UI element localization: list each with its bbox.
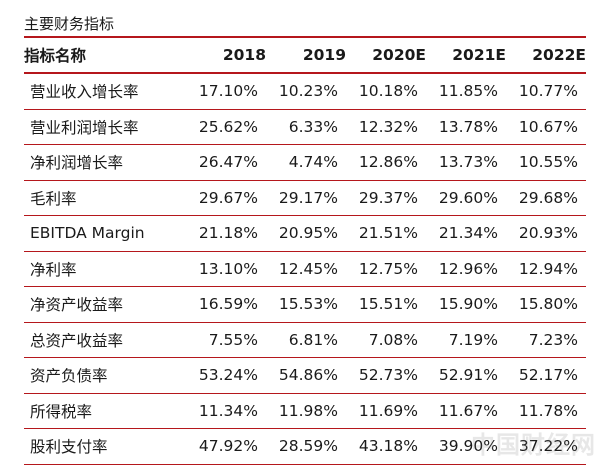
cell-value: 12.75% (346, 251, 426, 287)
row-label: 总资产收益率 (24, 322, 186, 358)
table-row: 净利率 13.10% 12.45% 12.75% 12.96% 12.94% (24, 251, 586, 287)
cell-value: 12.94% (506, 251, 586, 287)
cell-value: 39.90% (426, 428, 506, 465)
cell-value: 20.95% (266, 215, 346, 252)
table-row: 净利润增长率 26.47% 4.74% 12.86% 13.73% 10.55% (24, 144, 586, 181)
table-row: 股利支付率 47.92% 28.59% 43.18% 39.90% 37.22% (24, 428, 586, 465)
cell-value: 12.86% (346, 144, 426, 181)
cell-value: 10.67% (506, 109, 586, 145)
cell-value: 29.67% (186, 180, 266, 216)
cell-value: 15.90% (426, 286, 506, 323)
cell-value: 11.98% (266, 393, 346, 429)
cell-value: 10.18% (346, 73, 426, 110)
cell-value: 10.77% (506, 73, 586, 110)
cell-value: 15.80% (506, 286, 586, 323)
cell-value: 26.47% (186, 144, 266, 181)
table-row: 所得税率 11.34% 11.98% 11.69% 11.67% 11.78% (24, 393, 586, 429)
cell-value: 29.68% (506, 180, 586, 216)
row-label: EBITDA Margin (24, 215, 186, 252)
cell-value: 12.32% (346, 109, 426, 145)
row-label: 营业收入增长率 (24, 73, 186, 110)
cell-value: 11.67% (426, 393, 506, 429)
cell-value: 13.78% (426, 109, 506, 145)
table-row: 毛利率 29.67% 29.17% 29.37% 29.60% 29.68% (24, 180, 586, 216)
row-label: 净利率 (24, 251, 186, 287)
row-label: 毛利率 (24, 180, 186, 216)
cell-value: 12.45% (266, 251, 346, 287)
cell-value: 6.81% (266, 322, 346, 358)
cell-value: 52.17% (506, 357, 586, 394)
cell-value: 4.74% (266, 144, 346, 181)
cell-value: 47.92% (186, 428, 266, 465)
cell-value: 29.17% (266, 180, 346, 216)
cell-value: 29.37% (346, 180, 426, 216)
row-label: 净资产收益率 (24, 286, 186, 323)
table-caption: 主要财务指标 (24, 15, 115, 33)
header-year: 2019 (266, 36, 346, 74)
cell-value: 43.18% (346, 428, 426, 465)
cell-value: 15.53% (266, 286, 346, 323)
cell-value: 12.96% (426, 251, 506, 287)
header-year: 2022E (506, 36, 586, 74)
cell-value: 13.73% (426, 144, 506, 181)
cell-value: 11.78% (506, 393, 586, 429)
row-label: 资产负债率 (24, 357, 186, 394)
cell-value: 21.51% (346, 215, 426, 252)
header-year: 2021E (426, 36, 506, 74)
cell-value: 11.34% (186, 393, 266, 429)
cell-value: 52.73% (346, 357, 426, 394)
cell-value: 7.23% (506, 322, 586, 358)
header-row: 指标名称 2018 2019 2020E 2021E 2022E (24, 36, 586, 74)
cell-value: 21.34% (426, 215, 506, 252)
cell-value: 15.51% (346, 286, 426, 323)
cell-value: 54.86% (266, 357, 346, 394)
cell-value: 17.10% (186, 73, 266, 110)
table-row: 营业收入增长率 17.10% 10.23% 10.18% 11.85% 10.7… (24, 73, 586, 110)
financial-indicators-table: 指标名称 2018 2019 2020E 2021E 2022E 营业收入增长率… (24, 36, 586, 465)
header-year: 2020E (346, 36, 426, 74)
cell-value: 11.69% (346, 393, 426, 429)
table-row: 资产负债率 53.24% 54.86% 52.73% 52.91% 52.17% (24, 357, 586, 394)
cell-value: 20.93% (506, 215, 586, 252)
row-label: 净利润增长率 (24, 144, 186, 181)
cell-value: 13.10% (186, 251, 266, 287)
cell-value: 53.24% (186, 357, 266, 394)
table-row: EBITDA Margin 21.18% 20.95% 21.51% 21.34… (24, 215, 586, 252)
cell-value: 29.60% (426, 180, 506, 216)
row-label: 所得税率 (24, 393, 186, 429)
cell-value: 7.55% (186, 322, 266, 358)
row-label: 营业利润增长率 (24, 109, 186, 145)
cell-value: 7.19% (426, 322, 506, 358)
cell-value: 10.55% (506, 144, 586, 181)
cell-value: 6.33% (266, 109, 346, 145)
header-year: 2018 (186, 36, 266, 74)
header-indicator-name: 指标名称 (24, 36, 186, 74)
cell-value: 52.91% (426, 357, 506, 394)
table-row: 总资产收益率 7.55% 6.81% 7.08% 7.19% 7.23% (24, 322, 586, 358)
cell-value: 25.62% (186, 109, 266, 145)
cell-value: 16.59% (186, 286, 266, 323)
table-row: 营业利润增长率 25.62% 6.33% 12.32% 13.78% 10.67… (24, 109, 586, 145)
cell-value: 21.18% (186, 215, 266, 252)
cell-value: 28.59% (266, 428, 346, 465)
cell-value: 7.08% (346, 322, 426, 358)
row-label: 股利支付率 (24, 428, 186, 465)
cell-value: 10.23% (266, 73, 346, 110)
cell-value: 11.85% (426, 73, 506, 110)
table-row: 净资产收益率 16.59% 15.53% 15.51% 15.90% 15.80… (24, 286, 586, 323)
cell-value: 37.22% (506, 428, 586, 465)
